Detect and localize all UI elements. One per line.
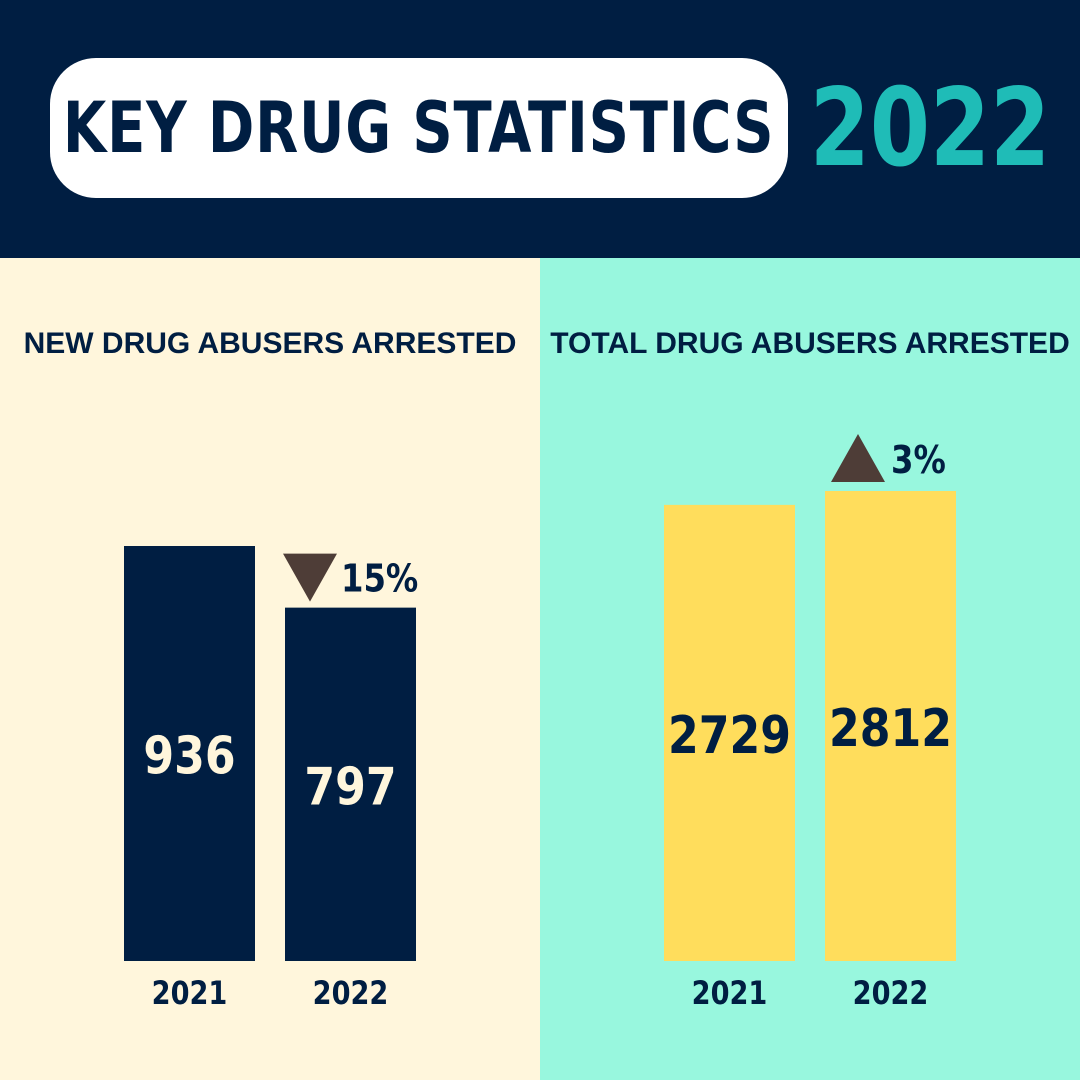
right-change-up-arrow-icon [831, 434, 885, 482]
left-bar-value-2022: 797 [304, 757, 396, 817]
right-bar-2021 [664, 504, 795, 961]
left-tick-label-2022: 2022 [313, 975, 389, 1013]
left-bar-2022 [285, 607, 416, 961]
header-banner: KEY DRUG STATISTICS 2022 [0, 0, 1080, 258]
left-bar-chart: 936 2021 797 2022 15% [124, 546, 418, 1013]
header-year: 2022 [809, 65, 1051, 191]
right-bar-value-2021: 2729 [668, 706, 791, 766]
left-chart-title: NEW DRUG ABUSERS ARRESTED [23, 327, 517, 360]
left-change-down-arrow-icon [283, 553, 337, 602]
right-tick-label-2021: 2021 [692, 975, 768, 1013]
title-pill: KEY DRUG STATISTICS [50, 58, 788, 198]
left-bar-2021 [124, 546, 255, 961]
left-chart-panel: NEW DRUG ABUSERS ARRESTED 936 2021 797 2022… [0, 258, 540, 1080]
left-change-label: 15% [341, 557, 418, 601]
right-chart-title: TOTAL DRUG ABUSERS ARRESTED [550, 327, 1070, 360]
left-bar-value-2021: 936 [143, 726, 235, 786]
left-tick-label-2021: 2021 [152, 975, 228, 1013]
right-bar-value-2022: 2812 [829, 699, 952, 759]
right-change-label: 3% [891, 439, 946, 483]
right-chart-panel: TOTAL DRUG ABUSERS ARRESTED 2729 2021 2812… [540, 258, 1080, 1080]
right-tick-label-2022: 2022 [853, 975, 929, 1013]
right-bar-chart: 2729 2021 2812 2022 3% [664, 434, 956, 1013]
right-bar-2022 [825, 491, 956, 961]
page-title: KEY DRUG STATISTICS [63, 87, 775, 169]
